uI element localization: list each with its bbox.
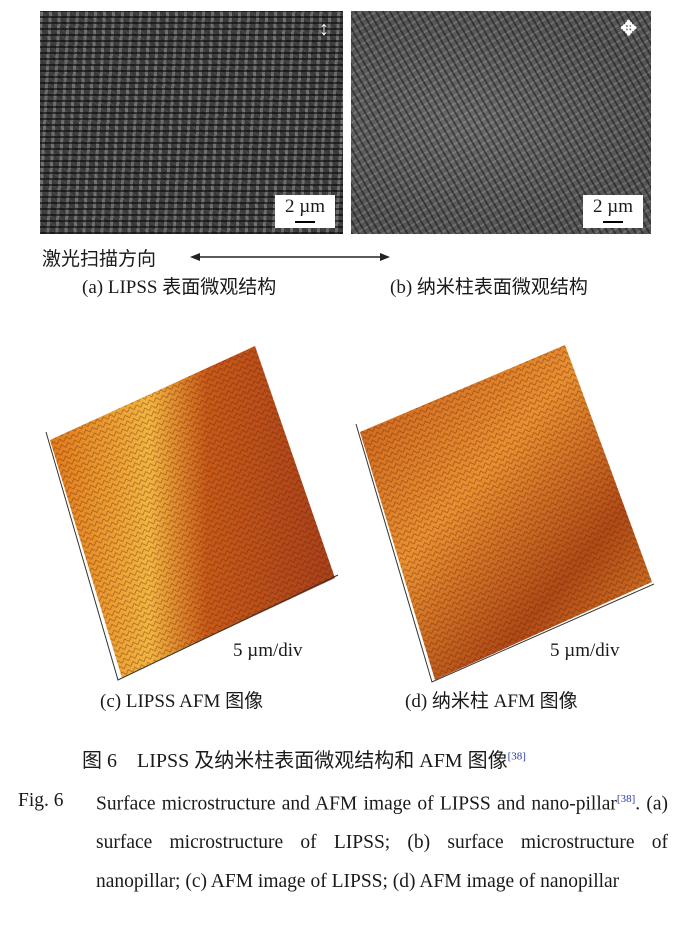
sem-image-nanopillar: ✥ 2 µm <box>351 11 651 234</box>
figure-label: Fig. 6 <box>18 790 64 811</box>
afm-image-nanopillar <box>355 345 655 683</box>
caption-d: (d) 纳米柱 AFM 图像 <box>405 691 578 712</box>
sem-image-lipss: ↕ 2 µm <box>40 11 343 234</box>
figure-caption-en: Surface microstructure and AFM image of … <box>96 793 668 892</box>
figure-caption-cn: 图 6 LIPSS 及纳米柱表面微观结构和 AFM 图像[38] <box>82 750 526 772</box>
vertical-double-arrow-icon: ↕ <box>319 18 329 40</box>
scale-label-c: 5 µm/div <box>233 640 303 661</box>
scale-label-d: 5 µm/div <box>550 640 620 661</box>
caption-c: (c) LIPSS AFM 图像 <box>100 691 264 712</box>
scale-bar: 2 µm <box>275 195 335 228</box>
scan-direction-arrow <box>190 253 390 261</box>
scale-bar: 2 µm <box>583 195 643 228</box>
scan-direction-label: 激光扫描方向 <box>42 249 157 270</box>
caption-b: (b) 纳米柱表面微观结构 <box>390 277 588 298</box>
caption-a: (a) LIPSS 表面微观结构 <box>82 277 277 298</box>
four-way-arrow-icon: ✥ <box>620 18 637 40</box>
afm-image-lipss <box>45 346 339 681</box>
afm-images <box>45 345 655 683</box>
